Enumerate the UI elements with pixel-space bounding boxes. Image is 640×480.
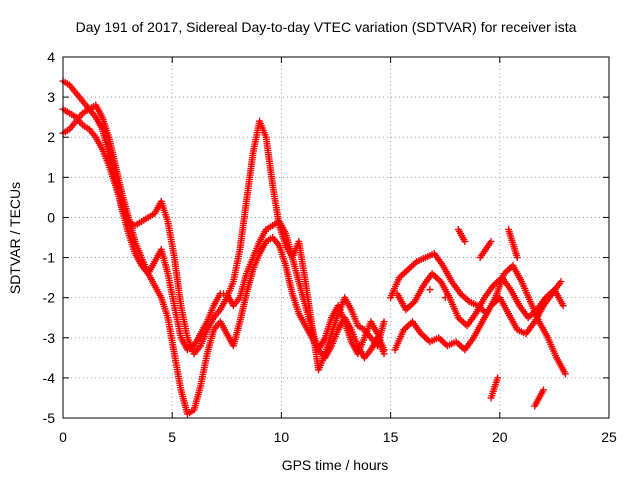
x-axis-label: GPS time / hours — [282, 457, 389, 473]
y-tick-label: -5 — [43, 410, 56, 426]
data-point-marker — [487, 238, 495, 246]
data-point-marker — [539, 386, 547, 394]
data-point-marker — [426, 286, 434, 294]
plot-frame — [62, 56, 610, 419]
y-tick-label: 2 — [47, 129, 55, 145]
y-tick-label: -2 — [43, 290, 56, 306]
data-point-marker — [561, 370, 569, 378]
x-tick-label: 10 — [274, 429, 290, 445]
y-axis-label: SDTVAR / TECUs — [7, 182, 23, 294]
data-point-marker — [557, 278, 565, 286]
series-5 — [393, 270, 567, 330]
y-tick-label: 1 — [47, 169, 55, 185]
y-tick-label: -4 — [43, 370, 56, 386]
y-tick-label: -1 — [43, 250, 56, 266]
chart-title: Day 191 of 2017, Sidereal Day-to-day VTE… — [76, 19, 577, 35]
y-tick-label: 4 — [47, 49, 55, 65]
y-tick-label: -3 — [43, 330, 56, 346]
ticks-layer: 0 5 10 15 20 25 -5 -4 -3 -2 -1 0 1 2 3 4 — [43, 49, 617, 445]
series-4 — [391, 278, 565, 410]
x-tick-label: 15 — [383, 429, 399, 445]
data-point-marker — [559, 302, 567, 310]
x-tick-label: 0 — [59, 429, 67, 445]
x-tick-label: 25 — [601, 429, 617, 445]
y-tick-label: 0 — [47, 209, 55, 225]
points-layer — [59, 77, 569, 418]
data-point-marker — [513, 254, 521, 262]
series-3 — [387, 225, 569, 378]
series-2 — [59, 101, 388, 418]
data-point-marker — [461, 238, 469, 246]
y-tick-label: 3 — [47, 89, 55, 105]
x-tick-label: 5 — [168, 429, 176, 445]
x-tick-label: 20 — [492, 429, 508, 445]
data-point-marker — [380, 318, 388, 326]
data-point-marker — [494, 374, 502, 382]
data-point-marker — [380, 350, 388, 358]
